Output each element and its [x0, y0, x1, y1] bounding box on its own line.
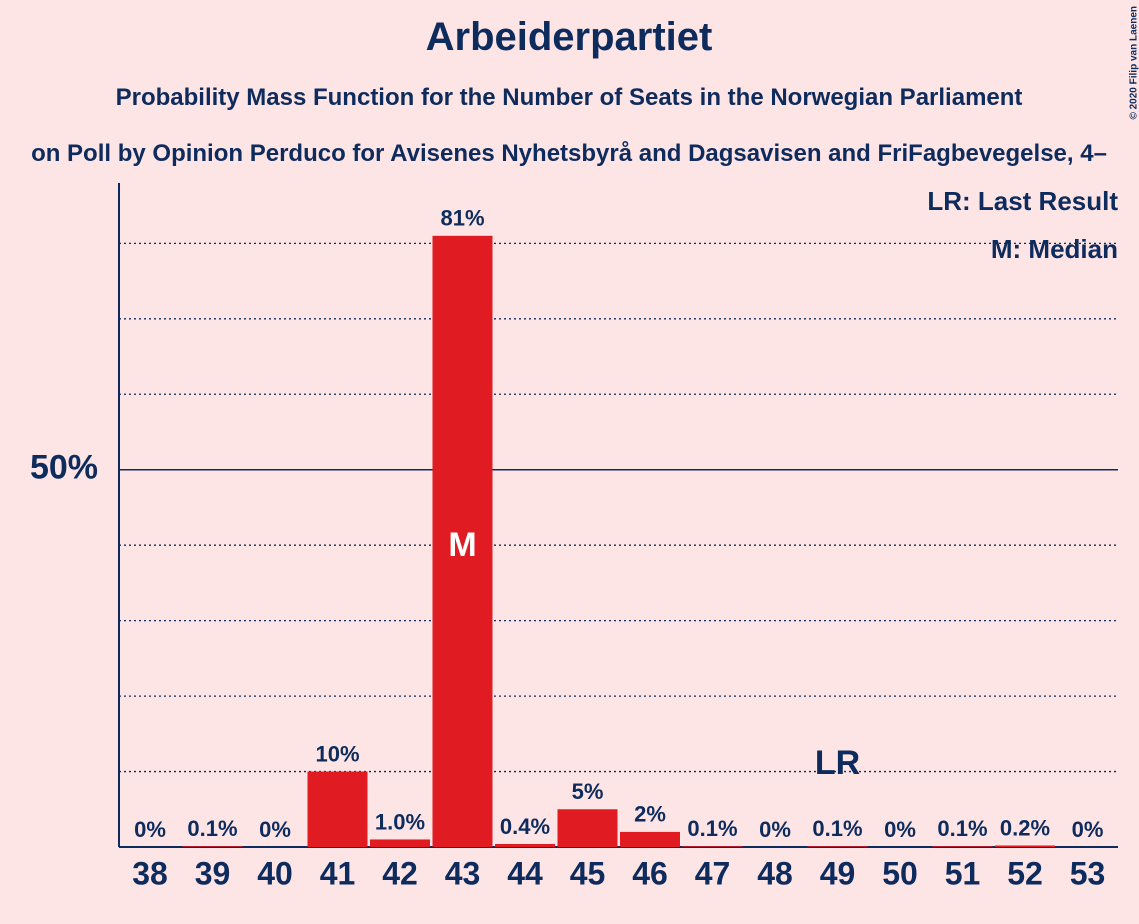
x-tick-label: 43	[445, 855, 481, 891]
chart-subtitle: Probability Mass Function for the Number…	[116, 84, 1023, 111]
value-label: 0.1%	[937, 816, 987, 841]
value-label: 0%	[759, 817, 791, 842]
chart-title: Arbeiderpartiet	[426, 15, 713, 59]
bar	[682, 846, 743, 847]
value-label: 0.1%	[187, 816, 237, 841]
x-tick-label: 40	[257, 855, 293, 891]
x-tick-label: 45	[570, 855, 606, 891]
value-label: 1.0%	[375, 809, 425, 834]
chart-subtitle: on Poll by Opinion Perduco for Avisenes …	[31, 140, 1107, 167]
x-tick-label: 38	[132, 855, 168, 891]
value-label: 0%	[134, 817, 166, 842]
median-marker: M	[448, 526, 476, 564]
bar	[495, 843, 555, 847]
value-label: 2%	[634, 802, 666, 827]
value-label: 0.1%	[812, 816, 862, 841]
x-tick-label: 50	[882, 855, 918, 891]
value-label: 0%	[884, 817, 916, 842]
x-tick-label: 42	[382, 855, 418, 891]
x-tick-label: 46	[632, 855, 668, 891]
x-tick-label: 48	[757, 855, 793, 891]
value-label: 10%	[315, 741, 359, 766]
bar	[557, 809, 618, 847]
y-tick-label: 50%	[30, 449, 98, 487]
last-result-marker: LR	[815, 744, 860, 782]
x-tick-label: 52	[1007, 855, 1043, 891]
bar	[370, 839, 430, 847]
value-label: 0.2%	[1000, 815, 1050, 840]
x-tick-label: 47	[695, 855, 731, 891]
legend-entry: M: Median	[991, 234, 1118, 264]
value-label: 0%	[259, 817, 291, 842]
value-label: 0%	[1072, 817, 1104, 842]
bar	[995, 845, 1055, 847]
legend-entry: LR: Last Result	[927, 186, 1118, 216]
value-label: 0.1%	[687, 816, 737, 841]
bar	[620, 831, 680, 847]
x-tick-label: 51	[945, 855, 981, 891]
x-tick-label: 41	[320, 855, 356, 891]
x-tick-label: 39	[195, 855, 231, 891]
x-tick-label: 44	[507, 855, 543, 891]
bar	[432, 235, 493, 847]
value-label: 0.4%	[500, 814, 550, 839]
x-tick-label: 49	[820, 855, 856, 891]
bar	[932, 846, 993, 847]
value-label: 5%	[572, 779, 604, 804]
copyright: © 2020 Filip van Laenen	[1129, 6, 1139, 120]
x-tick-label: 53	[1070, 855, 1106, 891]
bar	[307, 771, 368, 847]
bar	[807, 846, 868, 847]
bar	[182, 846, 243, 847]
value-label: 81%	[440, 206, 484, 231]
